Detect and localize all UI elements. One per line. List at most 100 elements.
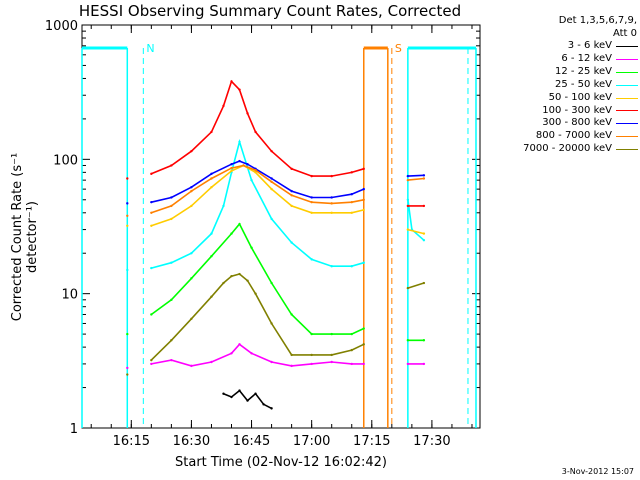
data-point — [190, 277, 193, 280]
data-point — [230, 395, 233, 399]
data-point — [330, 211, 333, 214]
data-point — [310, 353, 313, 357]
data-point — [126, 366, 129, 370]
data-point — [254, 292, 257, 295]
data-point — [330, 202, 333, 205]
x-tick-label: 17:30 — [413, 434, 450, 449]
data-point — [190, 186, 193, 189]
data-point — [246, 399, 249, 402]
y-tick-label: 1 — [70, 422, 78, 437]
legend-label: 7000 - 20000 keV — [523, 143, 612, 155]
flag-label: S — [395, 42, 402, 55]
legend-label: 800 - 7000 keV — [535, 130, 612, 142]
data-point — [170, 261, 173, 264]
legend-swatch — [616, 149, 638, 151]
data-point — [126, 373, 129, 376]
data-point — [190, 364, 193, 368]
x-tick-label: 17:15 — [353, 434, 390, 449]
legend-item: 3 - 6 keV — [482, 40, 638, 53]
data-point — [362, 167, 365, 171]
data-point — [170, 358, 173, 362]
data-point — [210, 130, 213, 134]
data-point — [222, 392, 225, 395]
data-point — [270, 322, 273, 325]
data-point — [150, 211, 153, 214]
data-point — [422, 362, 426, 366]
legend-item: 25 - 50 keV — [482, 79, 638, 92]
legend-item: 300 - 800 keV — [482, 117, 638, 130]
legend-item: 12 - 25 keV — [482, 66, 638, 79]
data-point — [254, 130, 257, 134]
legend-swatch — [616, 110, 638, 112]
data-point — [170, 298, 173, 302]
data-point — [238, 222, 241, 226]
data-point — [270, 149, 273, 153]
x-tick-label: 16:45 — [233, 434, 270, 449]
data-point — [190, 204, 193, 208]
data-point — [170, 339, 173, 342]
x-tick-label: 17:00 — [293, 434, 330, 449]
data-point — [270, 217, 273, 221]
data-point — [230, 274, 233, 278]
data-point — [270, 407, 273, 410]
data-point — [150, 200, 153, 204]
data-point — [310, 196, 313, 199]
data-point — [362, 198, 365, 201]
legend-item: 800 - 7000 keV — [482, 130, 638, 143]
detectors-label: Det 1,3,5,6,7,9, — [558, 15, 637, 26]
series-line — [150, 273, 425, 361]
data-point — [126, 214, 129, 217]
data-point — [406, 204, 410, 208]
data-point — [290, 241, 293, 244]
legend-label: 3 - 6 keV — [567, 40, 612, 51]
data-point — [406, 174, 410, 178]
legend-swatch — [616, 123, 638, 125]
plot-frame — [81, 24, 481, 429]
data-point — [254, 171, 257, 174]
data-point — [238, 272, 241, 276]
data-point — [350, 200, 353, 204]
legend-label: 6 - 12 keV — [561, 52, 612, 64]
data-point — [330, 332, 333, 336]
data-point — [150, 172, 153, 176]
legend-label: 300 - 800 keV — [542, 117, 612, 129]
data-point — [270, 281, 273, 285]
flag-label: N — [146, 42, 154, 55]
data-point — [270, 180, 273, 184]
data-point — [230, 166, 233, 170]
data-point — [126, 202, 129, 205]
y-tick-label: 1000 — [45, 19, 78, 34]
data-point — [238, 343, 241, 346]
data-point — [150, 266, 153, 270]
data-point — [310, 174, 313, 178]
data-point — [290, 194, 293, 197]
data-point — [422, 204, 426, 208]
data-point — [238, 389, 241, 392]
data-point — [230, 352, 233, 355]
legend-swatch — [616, 45, 638, 47]
legend-item: 100 - 300 keV — [482, 105, 638, 118]
data-point — [362, 343, 365, 346]
data-point — [238, 88, 241, 91]
data-point — [422, 174, 426, 177]
data-point — [270, 177, 273, 180]
data-point — [406, 228, 410, 231]
data-point — [230, 232, 233, 235]
legend-label: 100 - 300 keV — [542, 104, 612, 116]
legend-swatch — [616, 58, 638, 60]
legend-item: 50 - 100 keV — [482, 92, 638, 105]
data-point — [254, 392, 257, 395]
data-point — [422, 232, 426, 235]
legend-item: 6 - 12 keV — [482, 53, 638, 66]
data-point — [150, 224, 153, 228]
data-point — [238, 140, 241, 144]
data-point — [222, 104, 225, 108]
data-point — [150, 313, 153, 316]
data-point — [170, 196, 173, 199]
legend-label: 50 - 100 keV — [548, 91, 612, 103]
data-point — [250, 246, 253, 249]
data-point — [330, 174, 333, 178]
data-point — [238, 159, 241, 163]
attenuator-label: Att 0 — [612, 28, 637, 39]
